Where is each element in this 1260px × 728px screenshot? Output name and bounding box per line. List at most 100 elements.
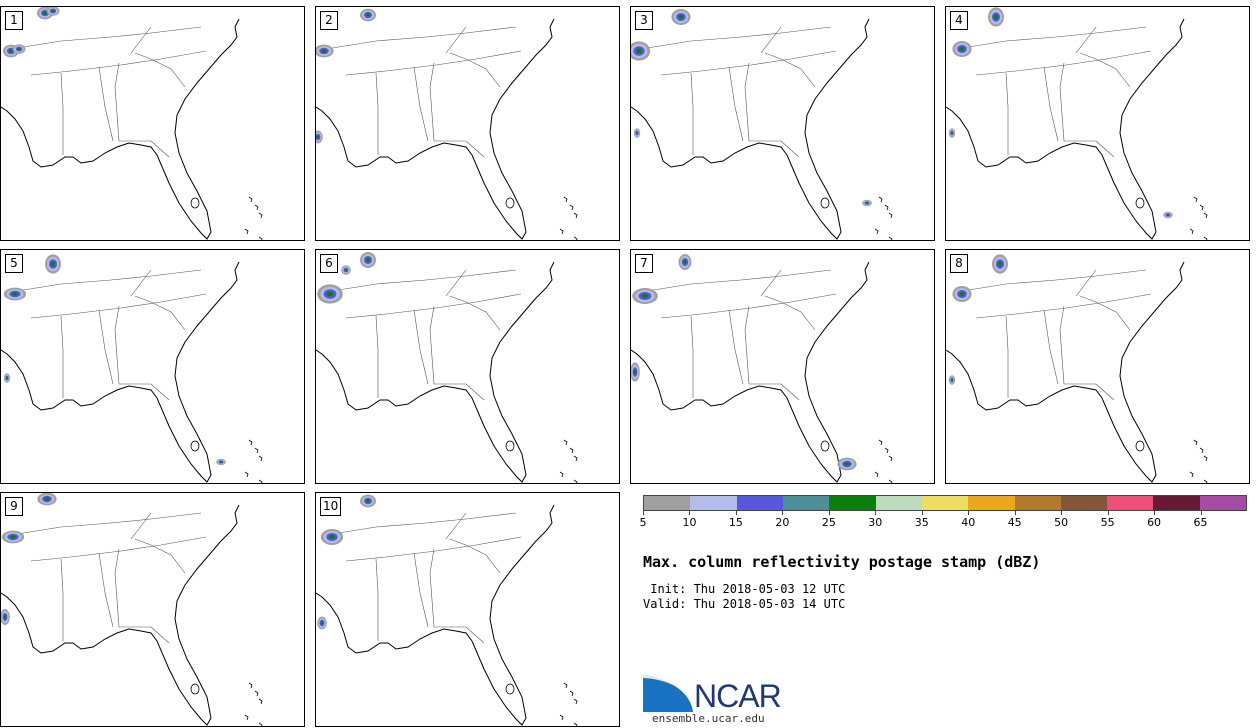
state-border [1075,26,1097,54]
state-border [449,52,501,88]
state-border [60,72,64,155]
island [884,447,889,454]
state-border [10,26,202,50]
island [888,212,893,219]
island [1189,471,1194,478]
map-outline [1,7,263,240]
colorbar-segment [736,496,783,510]
colorbar-tick-label: 50 [1054,516,1069,529]
island [258,455,263,462]
lake-okeechobee [505,683,515,695]
island [874,228,879,235]
colorbar-tick-label: 65 [1193,516,1208,529]
panel-label: 1 [5,11,23,30]
stamp-panel-3: 3 [630,6,935,241]
map-outline [631,9,893,240]
state-border [130,512,152,540]
state-border [150,140,170,158]
ncar-logo-icon [643,674,693,712]
state-border [975,50,1152,76]
stamp-panel-10: 10 [315,492,620,727]
colorbar-tick [828,510,830,515]
colorbar-segment [1153,496,1200,510]
state-border [345,293,522,319]
reflectivity-echo [865,202,869,204]
state-border [98,309,114,385]
state-border [975,293,1152,319]
island [1193,439,1198,446]
reflectivity-echo [959,47,965,51]
stamp-panel-1: 1 [0,6,305,241]
panel-label: 6 [320,254,338,273]
map-outline [946,7,1208,240]
init-time: Init: Thu 2018-05-03 12 UTC [643,582,846,596]
state-border [375,558,379,641]
colorbar-tick-label: 35 [914,516,929,529]
reflectivity-colorbar [643,495,1247,511]
reflectivity-echo [844,462,850,466]
state-border [1059,62,1096,142]
colorbar-tick-label: 20 [775,516,790,529]
panel-label: 7 [635,254,653,273]
state-border [728,66,744,142]
state-border [130,26,152,54]
state-border [760,26,782,54]
colorbar-segment [1014,496,1061,510]
state-border [1043,309,1059,385]
state-border [465,626,485,644]
colorbar-segment [921,496,969,510]
state-border [134,295,186,331]
island [258,212,263,219]
state-border [449,538,501,574]
island [258,722,263,726]
island [888,479,893,483]
colorbar-tick [921,510,923,515]
island [254,690,259,697]
state-border [375,315,379,398]
island [248,439,253,446]
colorbar-tick-label: 25 [821,516,836,529]
island [884,204,889,211]
lake-okeechobee [190,683,200,695]
state-border [660,50,837,76]
island [878,439,883,446]
state-border [325,512,517,536]
reflectivity-echo [10,535,16,539]
colorbar-tick [875,510,877,515]
lake-okeechobee [190,197,200,209]
panel-label: 10 [320,497,342,516]
coastline [631,261,870,483]
state-border [780,383,800,401]
state-border [1059,305,1096,385]
island [559,228,564,235]
state-border [764,295,816,331]
map-outline [316,252,578,483]
state-border [429,62,466,142]
map-outline [1,493,263,726]
website-label: ensemble.ucar.edu [652,712,765,725]
island [888,236,893,240]
state-border [30,50,207,76]
island [569,447,574,454]
lake-okeechobee [1135,440,1145,452]
state-border [640,26,832,50]
island [563,439,568,446]
island [1189,228,1194,235]
island [569,204,574,211]
coastline [316,18,555,240]
state-border [60,558,64,641]
island [559,714,564,721]
reflectivity-echo [951,131,953,135]
reflectivity-echo [12,292,18,296]
island [1199,447,1204,454]
coastline [316,504,555,726]
island [573,722,578,726]
island [573,479,578,483]
colorbar-tick [689,510,691,515]
reflectivity-echo [44,497,50,501]
state-border [114,548,151,628]
island [563,196,568,203]
colorbar-tick-label: 40 [961,516,976,529]
map-outline [316,8,578,240]
island [248,196,253,203]
